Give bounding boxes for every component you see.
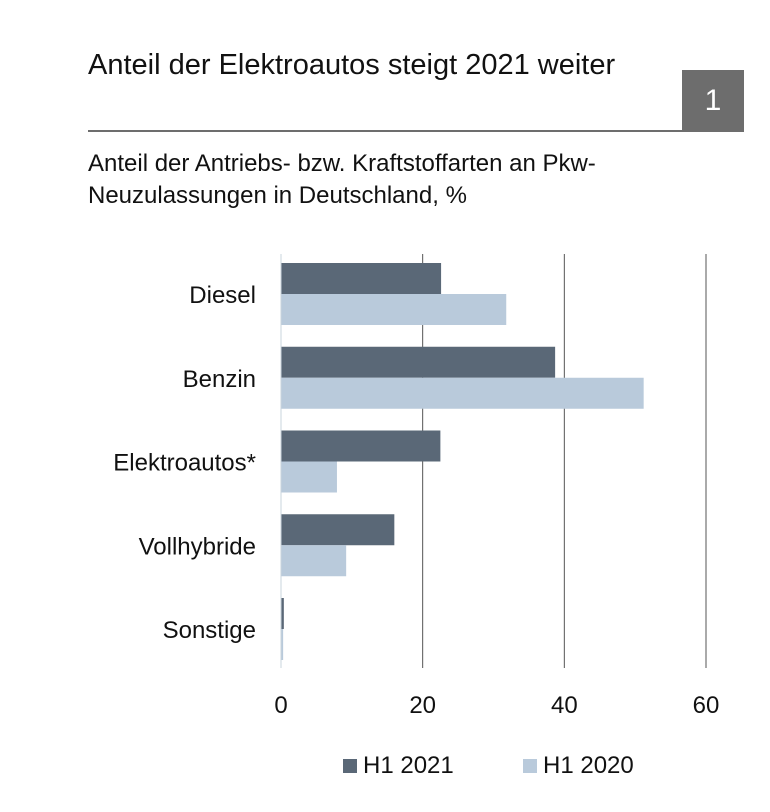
bar — [281, 294, 507, 325]
bar — [281, 545, 347, 577]
chart-title: Anteil der Elektroautos steigt 2021 weit… — [88, 49, 616, 81]
figure-number-badge: 1 — [682, 70, 744, 132]
legend-swatch-h1-2020 — [523, 759, 537, 773]
bar — [281, 461, 337, 493]
bar-chart: 0 20 40 60 Diesel Benzin Elektroautos* Vollhybr… — [113, 254, 720, 719]
bar — [281, 514, 395, 546]
bar — [281, 629, 284, 660]
bar — [281, 430, 441, 462]
bar — [281, 377, 644, 409]
x-tick-label: 0 — [274, 692, 287, 719]
legend-swatch-h1-2021 — [343, 759, 357, 773]
x-tick-label: 20 — [409, 692, 436, 719]
chart-subtitle: Anteil der Antriebs- bzw. Kraftstoffarte… — [88, 150, 596, 209]
bar — [281, 263, 442, 294]
category-label: Vollhybride — [139, 533, 256, 560]
bar — [281, 346, 556, 378]
category-label: Diesel — [189, 282, 256, 309]
x-tick-label: 60 — [693, 692, 720, 719]
bar — [281, 598, 284, 629]
category-label: Benzin — [183, 366, 256, 393]
legend-item-h1-2021: H1 2021 — [343, 752, 454, 780]
legend-label-h1-2021: H1 2021 — [363, 752, 454, 779]
category-label: Elektroautos* — [113, 450, 256, 477]
category-label: Sonstige — [163, 617, 256, 644]
legend-label-h1-2020: H1 2020 — [543, 752, 634, 779]
x-tick-label: 40 — [551, 692, 578, 719]
title-divider — [88, 130, 744, 132]
legend-item-h1-2020: H1 2020 — [523, 752, 634, 780]
